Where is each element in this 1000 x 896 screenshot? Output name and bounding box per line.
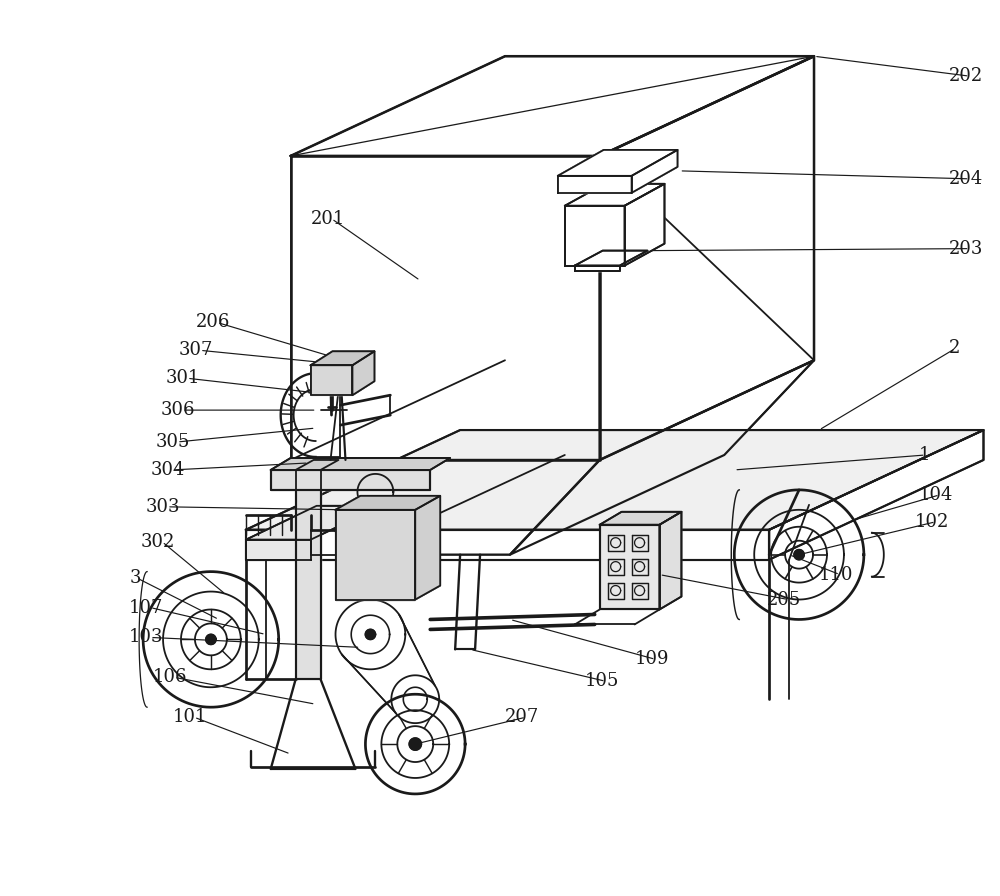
Polygon shape (625, 184, 664, 265)
Text: 202: 202 (949, 67, 983, 85)
Text: 307: 307 (179, 341, 213, 359)
Polygon shape (271, 470, 430, 490)
Polygon shape (296, 460, 339, 470)
Polygon shape (206, 634, 216, 644)
Polygon shape (311, 351, 374, 366)
Text: 109: 109 (635, 650, 669, 668)
Polygon shape (565, 184, 664, 206)
Text: 1: 1 (919, 446, 930, 464)
Text: 304: 304 (151, 461, 185, 479)
Text: 101: 101 (173, 708, 208, 726)
Polygon shape (600, 525, 660, 609)
Polygon shape (565, 206, 625, 265)
Polygon shape (575, 265, 620, 271)
Text: 206: 206 (196, 314, 230, 332)
Polygon shape (296, 470, 321, 679)
Polygon shape (600, 56, 814, 460)
Text: 302: 302 (141, 533, 175, 551)
Text: 110: 110 (819, 565, 854, 583)
Polygon shape (600, 512, 681, 525)
Text: 204: 204 (949, 170, 983, 188)
Polygon shape (600, 56, 814, 360)
Text: 301: 301 (166, 369, 201, 387)
Polygon shape (558, 150, 677, 176)
Text: 203: 203 (949, 239, 983, 258)
Text: 2: 2 (949, 340, 960, 358)
Polygon shape (246, 430, 983, 530)
Polygon shape (311, 366, 352, 395)
Polygon shape (336, 495, 440, 510)
Polygon shape (575, 251, 648, 265)
Polygon shape (336, 510, 415, 599)
Polygon shape (510, 360, 814, 555)
Polygon shape (271, 458, 450, 470)
Text: 3: 3 (129, 569, 141, 587)
Polygon shape (246, 506, 381, 539)
Polygon shape (409, 738, 421, 750)
Text: 103: 103 (129, 628, 164, 646)
Text: 205: 205 (767, 590, 801, 608)
Polygon shape (246, 530, 769, 560)
Text: 104: 104 (919, 486, 953, 504)
Polygon shape (415, 495, 440, 599)
Polygon shape (291, 460, 600, 555)
Polygon shape (291, 56, 814, 156)
Polygon shape (769, 430, 983, 560)
Text: 201: 201 (311, 210, 345, 228)
Text: 106: 106 (153, 668, 188, 686)
Polygon shape (246, 539, 311, 560)
Text: 303: 303 (146, 498, 181, 516)
Polygon shape (632, 150, 677, 193)
Text: 305: 305 (156, 433, 190, 451)
Polygon shape (352, 351, 374, 395)
Text: 107: 107 (129, 599, 164, 616)
Text: 306: 306 (161, 401, 196, 419)
Polygon shape (365, 629, 375, 640)
Text: 105: 105 (585, 672, 619, 690)
Polygon shape (558, 176, 632, 193)
Text: 207: 207 (505, 708, 539, 726)
Text: 102: 102 (915, 513, 949, 530)
Polygon shape (794, 549, 804, 560)
Polygon shape (291, 156, 600, 460)
Polygon shape (660, 512, 681, 609)
